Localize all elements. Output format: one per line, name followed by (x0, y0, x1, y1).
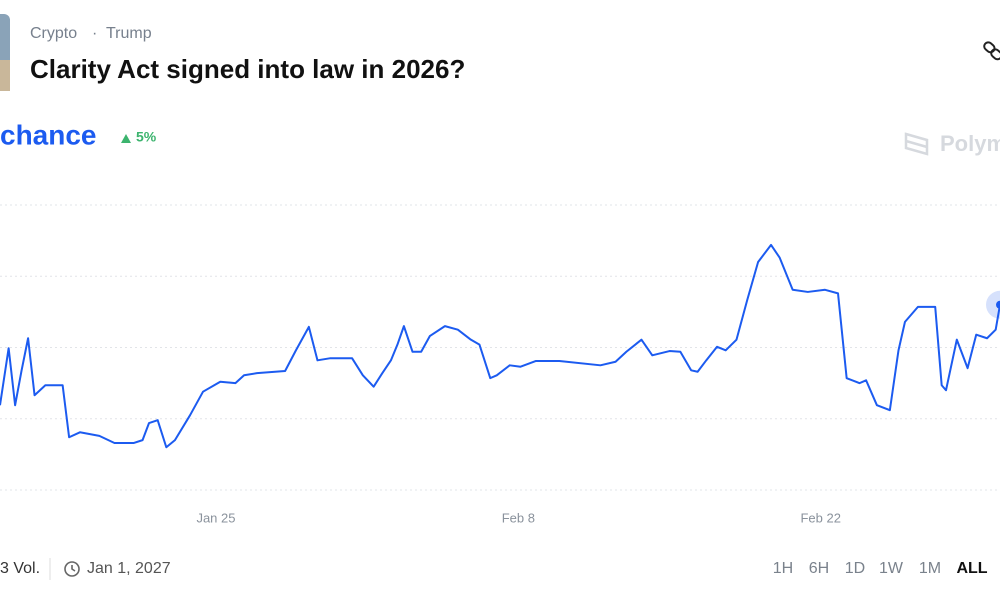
x-tick-label: Feb 22 (800, 510, 840, 525)
market-title: Clarity Act signed into law in 2026? (30, 54, 465, 84)
breadcrumb-tag[interactable]: Trump (106, 25, 152, 42)
range-selector: 1H 6H 1D 1W 1M ALL (773, 560, 988, 577)
price-chart: Jan 25 Feb 8 Feb 22 (0, 204, 1000, 525)
range-button[interactable]: ALL (956, 560, 987, 577)
clock-icon (64, 561, 80, 577)
price-line (0, 243, 1000, 449)
range-button[interactable]: 1M (919, 560, 941, 577)
volume: 3 Vol. (0, 560, 40, 577)
x-tick-label: Jan 25 (196, 510, 235, 525)
link-icon[interactable] (983, 41, 1000, 61)
breadcrumb-category[interactable]: Crypto (30, 25, 77, 42)
watermark-text: Polymarket (940, 131, 1000, 156)
change-up-icon (121, 134, 131, 143)
change-value: 5% (136, 129, 157, 145)
chance-label: chance (0, 119, 97, 150)
watermark: Polymarket (904, 131, 1000, 156)
range-button[interactable]: 1H (773, 560, 793, 577)
thumbnail-detail (0, 60, 10, 91)
x-tick-label: Feb 8 (502, 510, 535, 525)
breadcrumb-separator: · (92, 25, 97, 42)
range-button[interactable]: 6H (809, 560, 829, 577)
end-date: Jan 1, 2027 (87, 560, 171, 577)
last-point (996, 300, 1000, 309)
range-button[interactable]: 1D (845, 560, 865, 577)
range-button[interactable]: 1W (879, 560, 904, 577)
last-point-halo (986, 290, 1000, 319)
